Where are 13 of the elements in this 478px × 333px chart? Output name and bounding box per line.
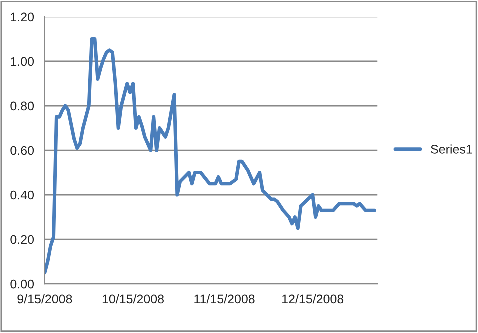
legend-label: Series1 [431, 144, 472, 154]
x-tick-label: 10/15/2008 [102, 294, 164, 304]
y-tick-label: 0.00 [10, 280, 34, 289]
y-tick-label: 0.20 [10, 235, 34, 244]
line-series [44, 38, 376, 275]
x-tick-label: 12/15/2008 [282, 294, 344, 304]
y-tick-label: 0.80 [10, 102, 34, 111]
y-tick-label: 1.20 [11, 12, 34, 22]
y-tick-label: 0.40 [10, 190, 34, 200]
y-tick-label: 0.60 [10, 146, 34, 156]
x-tick-label: 9/15/2008 [18, 294, 72, 304]
x-tick-label: 11/15/2008 [194, 294, 255, 304]
y-tick-label: 1.00 [11, 57, 34, 66]
